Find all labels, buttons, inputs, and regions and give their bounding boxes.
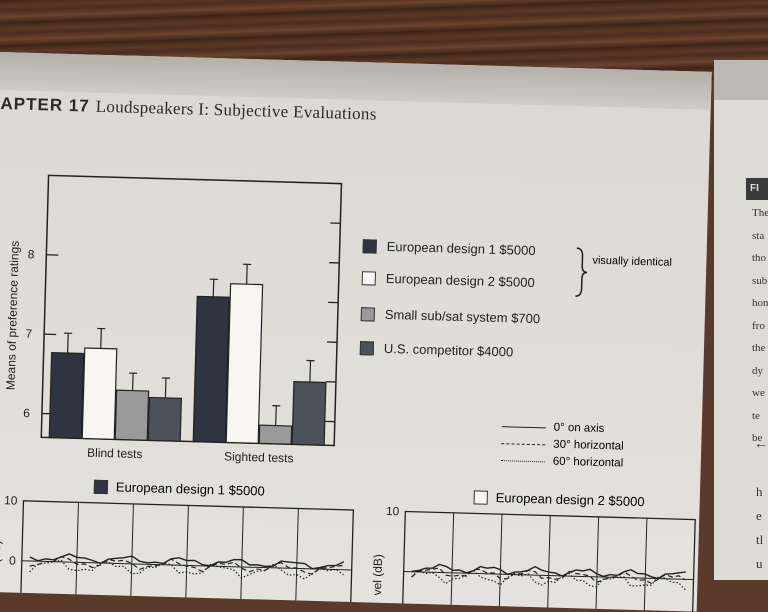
bar <box>259 425 291 444</box>
preference-bar-chart: 6 7 8 Means of preference ratings Blind test… <box>0 52 712 612</box>
y-axis-label: Means of preference ratings <box>4 241 22 391</box>
gridline <box>130 504 133 612</box>
gridline <box>644 518 647 611</box>
bar <box>49 353 83 439</box>
line-style-sample <box>502 426 546 428</box>
error-bar <box>101 329 102 349</box>
facing-page-line: u <box>756 552 763 576</box>
facing-page-line: e <box>756 504 763 528</box>
gridline <box>295 509 298 612</box>
legend-swatch <box>363 239 377 253</box>
gridline <box>595 517 598 612</box>
facing-page-line: we <box>752 382 768 405</box>
facing-page-line: sub <box>752 270 768 293</box>
bar <box>115 390 148 440</box>
gridline <box>499 514 502 611</box>
x-category-label: Sighted tests <box>224 449 294 465</box>
y-tick-label: 0 <box>9 553 16 567</box>
facing-page-line: h <box>756 480 763 504</box>
facing-page-line: The <box>752 202 768 225</box>
gridline <box>185 505 188 611</box>
arrow-icon: ← <box>754 435 768 451</box>
gridline <box>547 516 550 612</box>
bar <box>82 348 117 439</box>
facing-page-header-band <box>714 60 768 100</box>
line-key-label: 30° horizontal <box>553 439 624 453</box>
line-key-label: 0° on axis <box>554 422 605 435</box>
legend-swatch <box>360 341 374 355</box>
bar <box>226 284 262 444</box>
y-tick-label: 10 <box>4 493 18 507</box>
bar <box>193 296 229 442</box>
facing-page-figure-label: FI <box>746 178 768 200</box>
facing-page-line: the <box>752 337 768 360</box>
legend-swatch <box>362 271 376 285</box>
facing-page-line: fro <box>752 315 768 338</box>
y-axis-label: evel (dB) <box>0 540 3 588</box>
error-bar <box>165 378 166 398</box>
error-bar <box>68 333 69 353</box>
y-tick-label: 7 <box>25 327 32 341</box>
facing-page-line: tho <box>752 247 768 270</box>
legend-swatch <box>361 307 375 321</box>
y-axis-label: vel (dB) <box>370 554 385 596</box>
bar <box>148 397 181 441</box>
legend-swatch <box>474 490 488 504</box>
facing-page-line: tl <box>756 528 763 552</box>
bar <box>292 382 326 446</box>
gridline <box>450 513 453 612</box>
error-bar <box>247 264 248 284</box>
y-tick-label: 8 <box>27 247 34 261</box>
line-style-sample <box>501 443 545 445</box>
brace-icon <box>575 248 587 296</box>
error-bar <box>310 361 311 382</box>
line-key-label: 60° horizontal <box>553 456 624 470</box>
facing-page-line: te <box>752 405 768 428</box>
facing-page-line: sta <box>752 225 768 248</box>
facing-page-line: hon <box>752 292 768 315</box>
y-tick-label: 10 <box>386 504 400 518</box>
visually-identical-annotation: visually identical <box>592 255 672 269</box>
x-category-label: Blind tests <box>87 446 143 462</box>
error-bar <box>276 406 277 426</box>
legend-swatch <box>94 479 108 493</box>
facing-page-line: dy <box>752 360 768 383</box>
line-style-sample <box>501 460 545 462</box>
y-tick-label: 6 <box>23 406 30 420</box>
